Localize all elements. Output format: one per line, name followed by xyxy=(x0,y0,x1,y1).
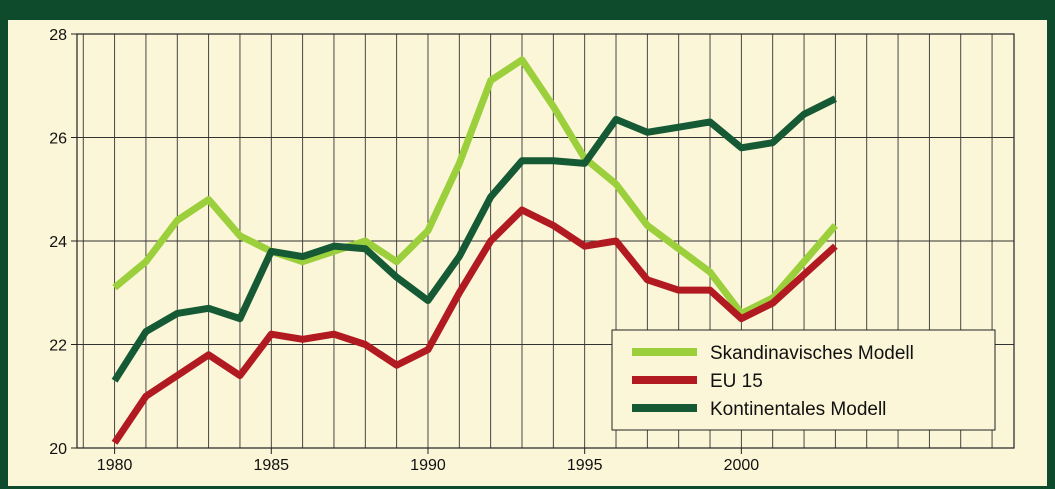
y-tick-label: 24 xyxy=(49,234,67,251)
chart-title-bar xyxy=(0,0,1055,20)
x-tick-label: 1995 xyxy=(567,457,603,474)
axis-ticks: 20 22 24 26 28 1980 1985 1990 1995 2000 xyxy=(49,27,759,474)
x-tick-label: 1990 xyxy=(410,457,446,474)
y-tick-label: 20 xyxy=(49,441,67,458)
x-tick-label: 1985 xyxy=(253,457,289,474)
series-line xyxy=(111,206,838,445)
x-tick-label: 1980 xyxy=(97,457,133,474)
legend-label: Skandinavisches Modell xyxy=(710,343,914,364)
y-tick-label: 22 xyxy=(49,338,67,355)
legend: Skandinavisches Modell EU 15 Kontinentales… xyxy=(611,329,996,431)
series-line xyxy=(112,56,839,317)
legend-label: Kontinentales Modell xyxy=(710,399,886,420)
y-tick-label: 28 xyxy=(49,27,67,44)
y-tick-label: 26 xyxy=(49,131,67,148)
series-layer xyxy=(111,56,839,445)
x-tick-label: 2000 xyxy=(724,457,760,474)
legend-label: EU 15 xyxy=(710,371,763,392)
series-line xyxy=(111,95,837,383)
